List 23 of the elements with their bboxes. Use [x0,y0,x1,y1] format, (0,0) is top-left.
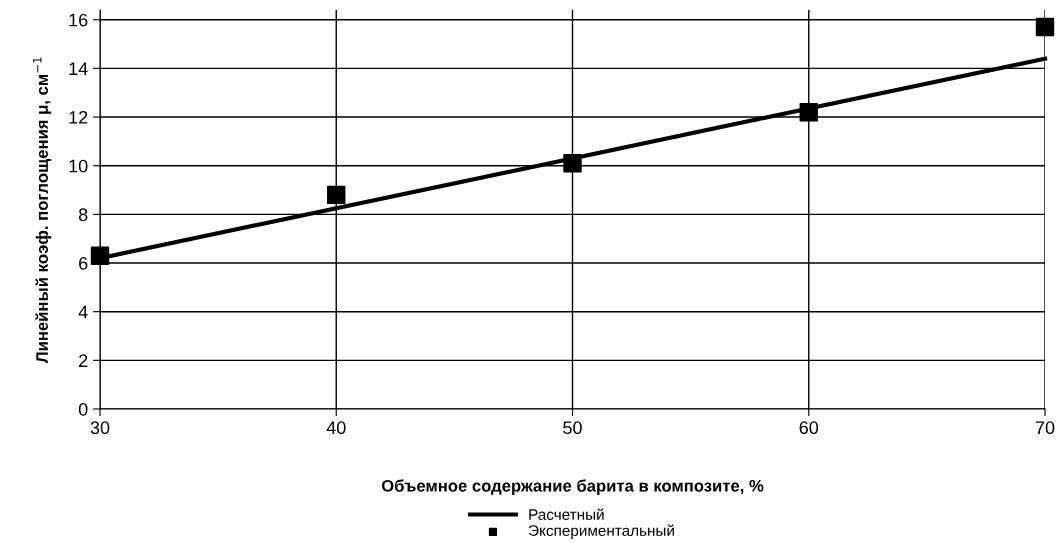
y-tick-label: 8 [78,208,88,222]
x-axis-title: Объемное содержание барита в композите, % [381,479,764,495]
y-tick-label: 0 [78,402,88,416]
point [799,102,818,122]
point [327,185,346,205]
y-tick-label: 16 [69,13,88,27]
y-tick-label: 14 [69,62,88,75]
y-tick-label: 6 [79,256,88,270]
x-tick-label: 70 [1035,421,1055,435]
x-tick-label: 30 [90,421,110,435]
legend-label: Расчетный [529,508,604,520]
x-tick-label: 50 [563,421,582,435]
y-tick-label: 4 [78,305,88,319]
x-tick-label: 60 [799,421,819,435]
y-tick-label: 12 [69,110,88,124]
y-tick-label: 10 [69,159,88,173]
point [90,246,110,265]
legend-label: Экспериментальный [528,524,674,540]
point [563,154,582,173]
x-tick-label: 40 [326,421,346,435]
point [1035,17,1055,37]
y-axis-title: Линейный коэф. поглощения μ, см$^{−1}$ [32,57,52,364]
y-tick-label: 2 [79,354,88,367]
